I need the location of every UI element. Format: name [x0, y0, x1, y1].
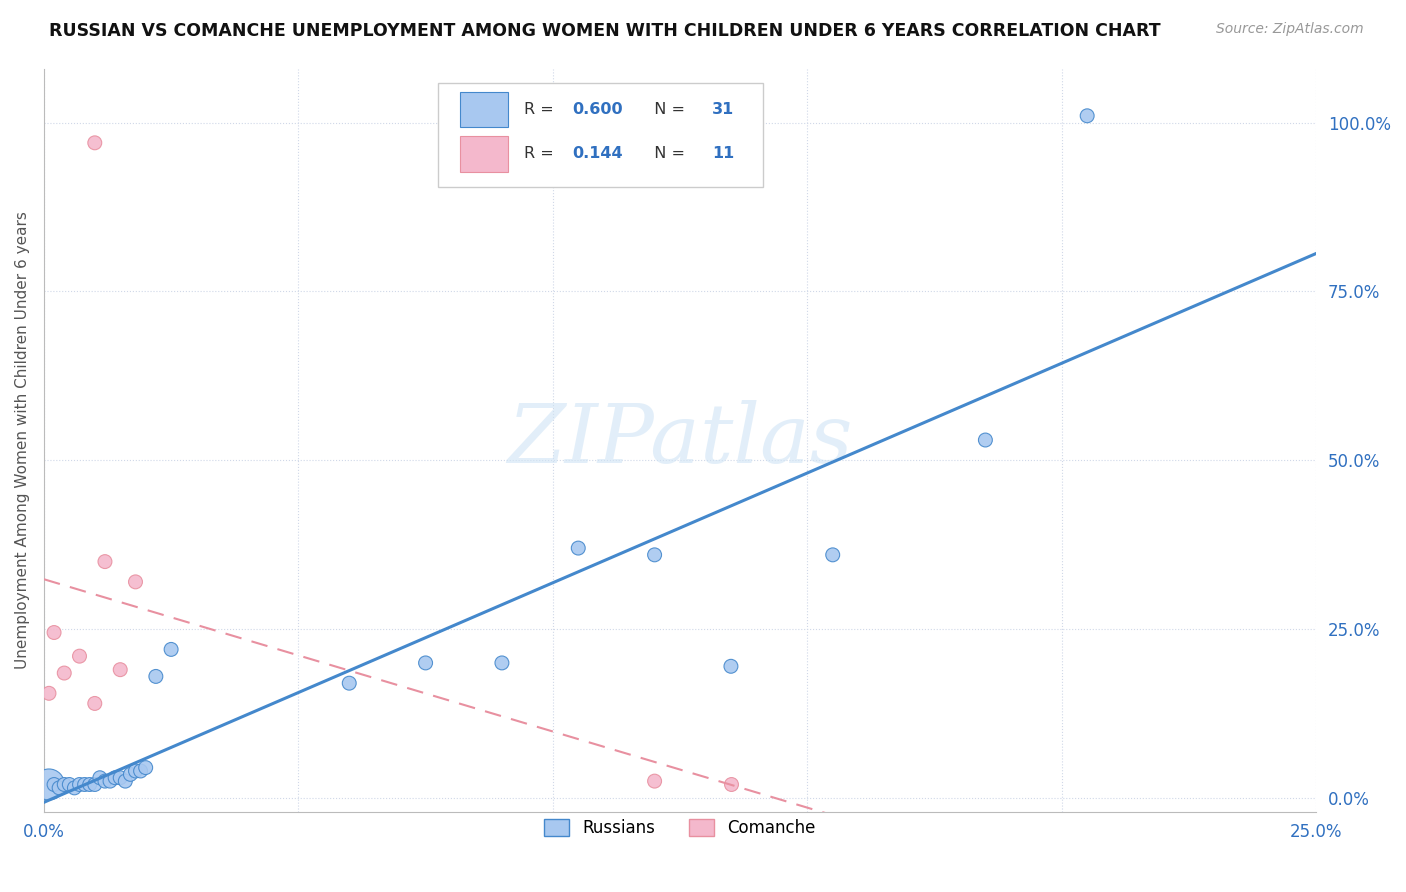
- Point: [720, 777, 742, 791]
- Point: [821, 548, 844, 562]
- Point: [73, 777, 96, 791]
- Text: 0.600: 0.600: [572, 102, 623, 117]
- Point: [124, 574, 146, 589]
- Text: R =: R =: [523, 146, 564, 161]
- Point: [83, 136, 105, 150]
- Legend: Russians, Comanche: Russians, Comanche: [537, 813, 823, 844]
- Bar: [460, 136, 509, 172]
- Text: Source: ZipAtlas.com: Source: ZipAtlas.com: [1216, 22, 1364, 37]
- Point: [38, 686, 60, 700]
- Point: [110, 771, 132, 785]
- Point: [104, 771, 127, 785]
- Text: R =: R =: [523, 102, 558, 117]
- Point: [120, 767, 142, 781]
- Point: [135, 761, 157, 775]
- Point: [83, 777, 105, 791]
- Point: [38, 777, 60, 791]
- Point: [567, 541, 589, 555]
- Point: [415, 656, 437, 670]
- Point: [110, 663, 132, 677]
- Point: [1076, 109, 1098, 123]
- Point: [42, 625, 65, 640]
- Bar: [460, 92, 509, 128]
- Point: [114, 774, 136, 789]
- Text: 0.144: 0.144: [572, 146, 623, 161]
- Point: [160, 642, 183, 657]
- Point: [48, 780, 70, 795]
- Point: [145, 669, 167, 683]
- Y-axis label: Unemployment Among Women with Children Under 6 years: Unemployment Among Women with Children U…: [15, 211, 30, 669]
- Text: N =: N =: [644, 102, 690, 117]
- Point: [720, 659, 742, 673]
- Point: [69, 649, 91, 664]
- Text: ZIPatlas: ZIPatlas: [508, 400, 853, 480]
- Point: [83, 697, 105, 711]
- Point: [337, 676, 360, 690]
- Point: [53, 777, 76, 791]
- Point: [42, 777, 65, 791]
- Text: 31: 31: [711, 102, 734, 117]
- Point: [89, 771, 111, 785]
- Point: [94, 774, 117, 789]
- Text: RUSSIAN VS COMANCHE UNEMPLOYMENT AMONG WOMEN WITH CHILDREN UNDER 6 YEARS CORRELA: RUSSIAN VS COMANCHE UNEMPLOYMENT AMONG W…: [49, 22, 1161, 40]
- Point: [53, 666, 76, 681]
- Point: [644, 548, 666, 562]
- Point: [124, 764, 146, 778]
- Point: [98, 774, 121, 789]
- FancyBboxPatch shape: [439, 83, 762, 187]
- Text: N =: N =: [644, 146, 690, 161]
- Point: [79, 777, 101, 791]
- Text: 11: 11: [711, 146, 734, 161]
- Point: [58, 777, 80, 791]
- Point: [69, 777, 91, 791]
- Point: [491, 656, 513, 670]
- Point: [63, 780, 86, 795]
- Point: [644, 774, 666, 789]
- Point: [974, 433, 997, 447]
- Point: [129, 764, 152, 778]
- Point: [94, 555, 117, 569]
